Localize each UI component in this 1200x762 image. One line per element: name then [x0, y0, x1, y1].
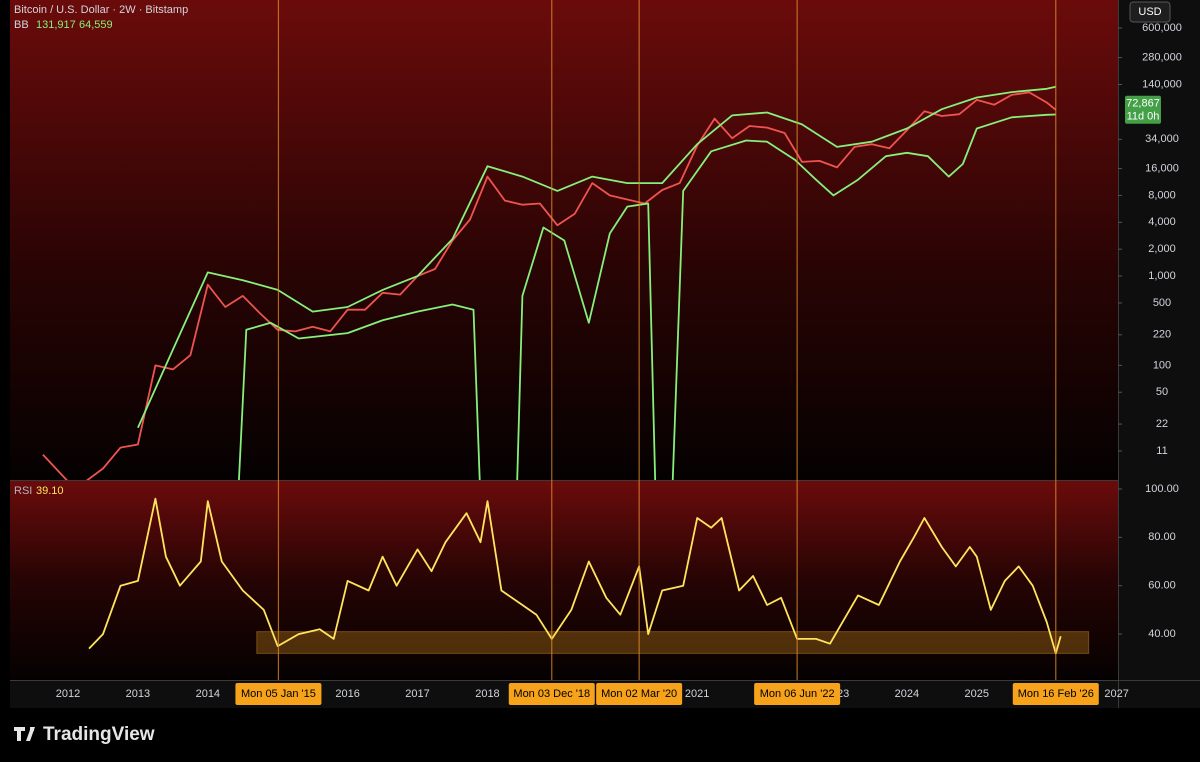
x-tick-label: 2012 — [56, 688, 80, 700]
time-marker-label: Mon 02 Mar '20 — [601, 688, 677, 700]
y-tick-label: 100 — [1153, 359, 1171, 371]
y-tick-label: 50 — [1156, 386, 1168, 398]
y-tick-label: 2,000 — [1148, 243, 1176, 255]
y-tick-label: 16,000 — [1145, 162, 1179, 174]
x-tick-label: 2021 — [685, 688, 709, 700]
chart-title: Bitcoin / U.S. Dollar · 2W · Bitstamp — [14, 4, 188, 16]
indicator-name: RSI — [14, 485, 32, 497]
axis-labels: 600,000 280,000 140,000 34,000 16,000 8,000 4,… — [1118, 22, 1182, 640]
time-marker-label: Mon 16 Feb '26 — [1018, 688, 1094, 700]
y-tick-label: 500 — [1153, 297, 1171, 309]
y-tick-label: 40.00 — [1148, 628, 1176, 640]
brand-name: TradingView — [43, 724, 155, 745]
last-price-box — [1125, 95, 1161, 124]
y-tick-label: 34,000 — [1145, 133, 1179, 145]
price-layer — [42, 85, 1057, 480]
countdown: 11d 0h — [1127, 111, 1160, 123]
time-marker-label: Mon 03 Dec '18 — [513, 688, 590, 700]
time-marker-box — [1012, 683, 1099, 705]
indicator-value: 131,917 — [36, 19, 76, 31]
last-price: 72,867 — [1126, 98, 1160, 110]
logo-mark — [14, 727, 35, 741]
currency-button[interactable]: USD — [1129, 1, 1171, 23]
indicator-value: 64,559 — [79, 19, 113, 31]
x-tick-label: 2016 — [335, 688, 359, 700]
time-marker-box — [596, 683, 683, 705]
brand-logo — [14, 727, 35, 741]
currency-button-frame[interactable] — [1129, 1, 1171, 23]
time-marker-label: Mon 06 Jun '22 — [760, 688, 835, 700]
series-line — [137, 85, 1056, 429]
time-marker-labels: Mon 05 Jan '15 Mon 03 Dec '18 Mon 02 Mar '… — [235, 683, 1099, 705]
y-tick-label: 80.00 — [1148, 531, 1176, 543]
x-tick-label: 2027 — [1104, 688, 1128, 700]
time-markers — [277, 0, 1057, 680]
x-tick-label: 2024 — [895, 688, 919, 700]
y-tick-label: 100.00 — [1145, 483, 1179, 495]
highlight-zone — [256, 631, 1090, 654]
time-marker-label: Mon 05 Jan '15 — [241, 688, 316, 700]
time-marker-box — [508, 683, 595, 705]
rsi-pane — [10, 481, 1118, 680]
y-tick-label: 4,000 — [1148, 216, 1176, 228]
time-marker-box — [754, 683, 841, 705]
indicator-name: BB — [14, 19, 29, 31]
x-tick-label: 2018 — [475, 688, 499, 700]
rsi-layer — [88, 497, 1090, 655]
series-line — [42, 91, 1057, 480]
y-tick-label: 280,000 — [1142, 51, 1182, 63]
currency-label[interactable]: USD — [1138, 6, 1161, 18]
series-line — [88, 497, 1062, 655]
footer — [0, 708, 1200, 762]
y-tick-label: 600,000 — [1142, 22, 1182, 34]
time-marker-box — [235, 683, 322, 705]
y-tick-label: 140,000 — [1142, 78, 1182, 90]
y-tick-label: 60.00 — [1148, 580, 1176, 592]
y-tick-label: 8,000 — [1148, 189, 1176, 201]
x-tick-label: 2013 — [126, 688, 150, 700]
y-tick-label: 11 — [1156, 445, 1167, 457]
y-tick-label: 22 — [1156, 418, 1168, 430]
indicator-value: 39.10 — [36, 485, 64, 497]
y-tick-label: 1,000 — [1148, 270, 1176, 282]
x-tick-label: 2025 — [965, 688, 989, 700]
y-tick-label: 220 — [1153, 329, 1171, 341]
x-tick-label: 2014 — [196, 688, 220, 700]
series-line — [238, 113, 1056, 480]
x-tick-label: 2017 — [405, 688, 429, 700]
